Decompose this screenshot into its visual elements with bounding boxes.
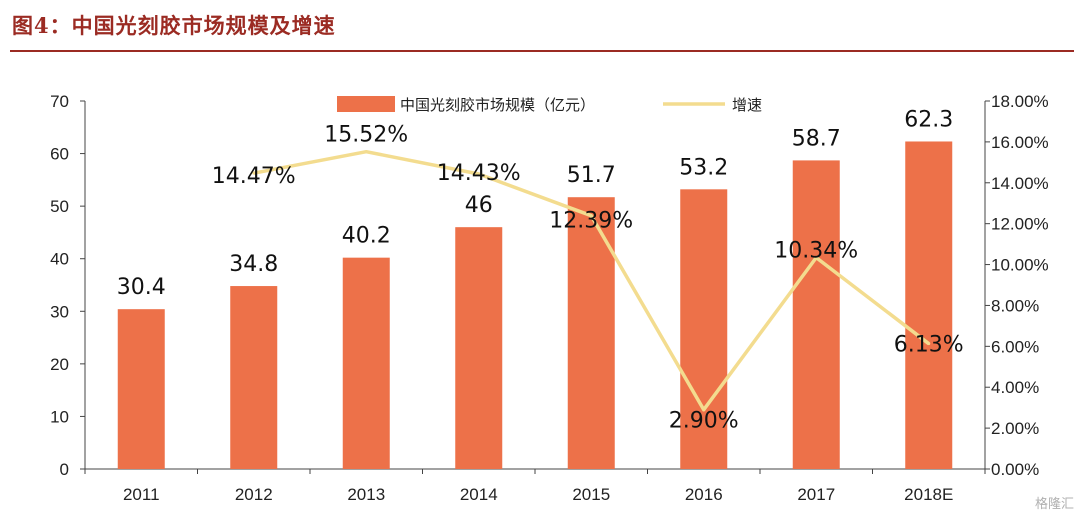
watermark: 格隆汇	[1034, 497, 1074, 512]
x-tick-label: 2016	[685, 485, 723, 504]
growth-point	[364, 150, 368, 154]
right-tick-label: 18.00%	[991, 92, 1049, 111]
left-tick-label: 50	[50, 197, 69, 216]
growth-value-label: 14.43%	[437, 161, 521, 186]
x-tick-label: 2017	[797, 485, 835, 504]
chart-title: 图4：中国光刻胶市场规模及增速	[12, 13, 336, 38]
bar	[792, 160, 840, 470]
bar-value-label: 30.4	[117, 275, 166, 300]
bar	[342, 257, 390, 469]
right-tick-label: 2.00%	[991, 419, 1039, 438]
x-tick-label: 2012	[235, 485, 273, 504]
right-tick-label: 0.00%	[991, 460, 1039, 479]
left-tick-label: 60	[50, 145, 69, 164]
bar-value-label: 40.2	[342, 224, 391, 249]
bar	[680, 189, 728, 469]
right-tick-label: 4.00%	[991, 378, 1039, 397]
left-tick-label: 10	[50, 407, 69, 426]
growth-point	[702, 408, 706, 412]
growth-value-label: 14.47%	[212, 164, 296, 189]
growth-value-label: 2.90%	[669, 409, 739, 434]
bar-value-label: 34.8	[229, 252, 278, 277]
title-divider	[10, 50, 1074, 52]
x-tick-label: 2015	[572, 485, 610, 504]
right-tick-label: 16.00%	[991, 133, 1049, 152]
x-tick-label: 2014	[460, 485, 498, 504]
x-tick-label: 2013	[347, 485, 385, 504]
growth-point	[589, 214, 593, 218]
right-tick-label: 12.00%	[991, 215, 1049, 234]
growth-value-label: 10.34%	[774, 239, 858, 264]
bar-value-label: 62.3	[904, 107, 953, 132]
bar-value-label: 53.2	[679, 155, 728, 180]
bar	[455, 227, 503, 469]
right-tick-label: 14.00%	[991, 174, 1049, 193]
growth-value-label: 12.39%	[549, 209, 633, 234]
left-tick-label: 20	[50, 355, 69, 374]
growth-value-label: 15.52%	[324, 123, 408, 148]
legend-swatch-bar	[337, 96, 395, 112]
right-tick-label: 8.00%	[991, 296, 1039, 315]
bar	[905, 141, 953, 470]
growth-point	[927, 342, 931, 346]
left-tick-label: 30	[50, 302, 69, 321]
growth-point	[477, 172, 481, 176]
growth-point	[252, 171, 256, 175]
bar-value-label: 46	[465, 193, 493, 218]
growth-value-label: 6.13%	[894, 333, 964, 358]
bar-value-label: 58.7	[792, 126, 841, 151]
bar	[117, 309, 165, 469]
bar-value-label: 51.7	[567, 163, 616, 188]
left-tick-label: 0	[60, 460, 69, 479]
left-tick-label: 40	[50, 250, 69, 269]
left-tick-label: 70	[50, 92, 69, 111]
legend-label-bar: 中国光刻胶市场规模（亿元）	[400, 96, 595, 114]
bar	[230, 286, 278, 469]
bar	[567, 197, 615, 469]
x-tick-label: 2018E	[904, 485, 953, 504]
growth-point	[814, 256, 818, 260]
right-tick-label: 6.00%	[991, 337, 1039, 356]
right-tick-label: 10.00%	[991, 256, 1049, 275]
legend-label-line: 增速	[732, 96, 762, 114]
x-tick-label: 2011	[123, 485, 160, 504]
